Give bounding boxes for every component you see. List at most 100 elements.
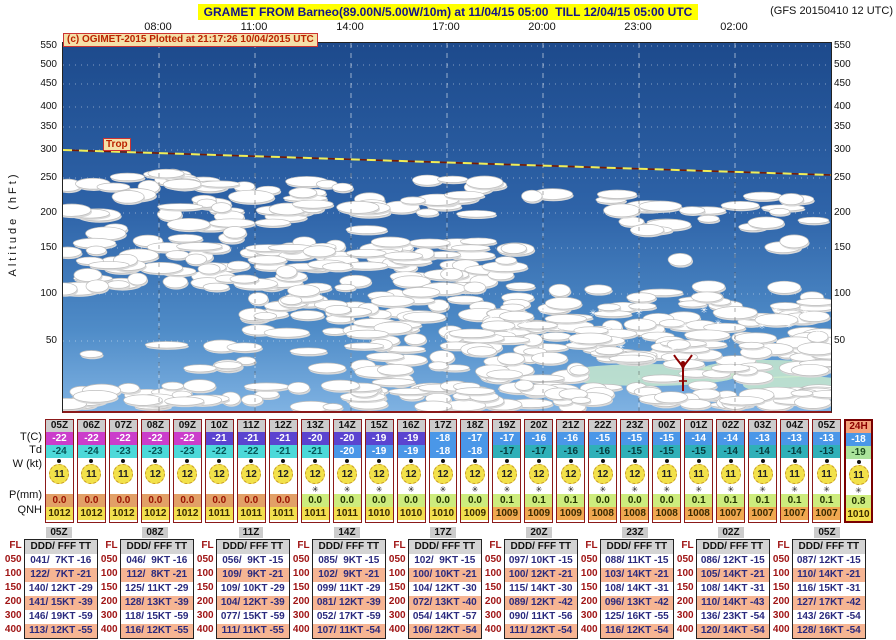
surface-row-label: T(C) [20, 431, 42, 443]
x-axis-label: 11:00 [240, 21, 268, 33]
dewpoint-cell: -14 [749, 445, 777, 458]
qnh-cell: 1008 [589, 507, 617, 520]
wind-row: 081/ 12KT -39 [312, 596, 385, 610]
wind-table-header: DDD/ FFF TT [24, 540, 97, 554]
temperature-cell: -22 [46, 432, 73, 445]
surface-column-05Z: 05Z -13 -13 11 ✳ 0.1 1007 [812, 419, 842, 523]
wind-speed-sun-icon: 12 [305, 464, 326, 484]
precip-type-icon: ✳ [589, 485, 617, 494]
precip-type-icon: ✳ [557, 485, 585, 494]
y-axis-label: 100 [40, 288, 57, 299]
wind-row: 104/ 12KT -30 [412, 583, 477, 594]
qnh-cell: 1007 [717, 507, 745, 520]
surface-column-08Z: 08Z -22 -23 12 0.0 1012 [140, 419, 170, 523]
fl-value: 100 [772, 568, 790, 579]
wind-row: 115/ 14KT -30 [509, 583, 573, 594]
wind-values-table: DDD/ FFF TT 102/ 9KT -15 100/ 10KT -21 104/… [407, 539, 482, 639]
qnh-cell: 1007 [813, 507, 841, 520]
flight-level-column: FL 050 100 150 200 300 400 [98, 539, 120, 639]
y-axis-label: 250 [834, 172, 851, 183]
fl-value: 100 [4, 568, 22, 579]
wind-direction-dot [760, 459, 765, 463]
svg-text:✳: ✳ [681, 322, 689, 332]
hour-header: 14Z [333, 420, 361, 432]
wind-speed-sun-icon: 11 [752, 464, 773, 484]
wind-table-header: DDD/ FFF TT [504, 540, 577, 554]
precip-cell: 0.0 [269, 494, 297, 507]
wind-sun-cell: 12 [429, 458, 457, 485]
precip-type-icon: ✳ [301, 485, 329, 494]
precip-cell: 0.1 [749, 494, 777, 507]
wind-table-time: 02Z [718, 527, 744, 538]
fl-value: 150 [580, 582, 598, 593]
temperature-cell: -18 [846, 433, 871, 446]
precip-cell: 0.1 [685, 494, 713, 507]
surface-row-label: Td [29, 444, 42, 456]
wind-speed-sun-icon: 11 [720, 464, 741, 484]
precip-type-icon [77, 485, 105, 494]
meteogram-chart: ✳ ✳ ✳ ✳ ✳ ✳ ✳ ✳ ✳ ✳ ✳ ✳ ✳ ✳ ✳ ✳ ✳ ✳ ✳ ✳ ✳ ✳ (c) OGIMET-2015 P… [62, 33, 832, 413]
wind-table-header: DDD/ FFF TT [120, 540, 193, 554]
precip-type-icon: ✳ [813, 485, 841, 494]
wind-direction-dot [217, 459, 222, 463]
winds-aloft-tables: 05Z FL 050 100 150 200 300 400 DDD/ FFF TT 041/ 7… [2, 527, 866, 639]
precip-cell: 0.0 [589, 494, 617, 507]
surface-column-16Z: 16Z -19 -19 12 ✳ 0.0 1010 [396, 419, 426, 523]
dewpoint-cell: -15 [621, 445, 649, 458]
svg-text:✳: ✳ [801, 308, 809, 318]
svg-text:✳: ✳ [814, 329, 822, 339]
wind-sun-cell: 11 [813, 458, 841, 485]
temperature-cell: -22 [173, 432, 201, 445]
fl-value: 100 [100, 568, 118, 579]
svg-text:✳: ✳ [617, 343, 625, 353]
svg-text:✳: ✳ [487, 313, 495, 323]
wind-row: 116/ 12KT -55 [120, 624, 193, 638]
wind-direction-dot [696, 459, 701, 463]
fl-value: 200 [484, 596, 502, 607]
qnh-cell: 1008 [653, 507, 681, 520]
surface-column-12Z: 12Z -21 -21 12 0.0 1011 [268, 419, 298, 523]
wind-speed-sun-icon: 11 [848, 465, 869, 485]
fl-value: 050 [100, 554, 118, 565]
qnh-cell: 1012 [109, 507, 137, 520]
precip-type-icon [237, 485, 265, 494]
fl-value: 200 [292, 596, 310, 607]
surface-column-24H: 24H -18 -19 11 ✳ 0.8 1010 [844, 419, 873, 523]
fl-value: 400 [292, 624, 310, 635]
wind-row: 054/ 14KT -57 [412, 611, 477, 622]
fl-header: FL [297, 540, 310, 551]
dewpoint-cell: -13 [813, 445, 841, 458]
wind-sun-cell: 12 [301, 458, 329, 485]
fl-value: 300 [292, 610, 310, 621]
precip-type-icon: ✳ [749, 485, 777, 494]
wind-speed-sun-icon: 12 [241, 464, 262, 484]
y-axis-label: 350 [40, 121, 57, 132]
svg-text:✳: ✳ [539, 307, 547, 317]
fl-value: 100 [196, 568, 214, 579]
temperature-cell: -21 [205, 432, 233, 445]
precip-cell: 0.0 [205, 494, 233, 507]
precip-cell: 0.0 [365, 494, 393, 507]
wind-direction-dot [377, 459, 382, 463]
wind-sun-cell: 11 [653, 458, 681, 485]
x-axis-label: 23:00 [624, 21, 652, 33]
wind-speed-sun-icon: 12 [273, 464, 294, 484]
page-title: GRAMET FROM Barneo(89.00N/5.00W/10m) at … [197, 4, 699, 20]
wind-speed-sun-icon: 12 [177, 464, 198, 484]
fl-value: 050 [292, 554, 310, 565]
y-axis-label: 150 [834, 242, 851, 253]
qnh-cell: 1010 [365, 507, 393, 520]
surface-row-label: P(mm) [9, 489, 42, 501]
y-axis-label: 450 [834, 78, 851, 89]
fl-header: FL [393, 540, 406, 551]
temperature-cell: -14 [717, 432, 745, 445]
hour-header: 07Z [109, 420, 137, 432]
precip-type-icon: ✳ [493, 485, 521, 494]
precip-cell: 0.0 [173, 494, 201, 507]
surface-column-05Z: 05Z -22 -24 11 0.0 1012 [45, 419, 74, 523]
wind-row: 110/ 14KT -43 [696, 596, 769, 610]
fl-value: 150 [484, 582, 502, 593]
wind-direction-dot [153, 459, 158, 463]
fl-value: 050 [676, 554, 694, 565]
surface-column-14Z: 14Z -20 -20 12 ✳ 0.0 1011 [332, 419, 362, 523]
